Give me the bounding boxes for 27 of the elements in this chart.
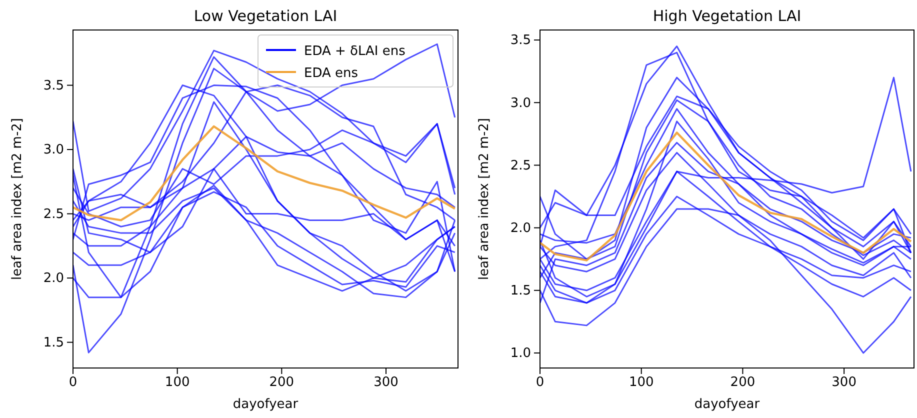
- x-tick-label: 300: [832, 375, 856, 390]
- x-axis-title: dayofyear: [232, 397, 299, 412]
- y-tick-label: 2.5: [43, 206, 64, 222]
- x-tick-label: 0: [536, 375, 544, 390]
- y-tick-label: 2.5: [510, 158, 531, 174]
- y-tick-label: 2.0: [510, 220, 531, 236]
- legend-label: EDA + δLAI ens: [304, 44, 406, 59]
- x-axis-title: dayofyear: [694, 397, 760, 412]
- y-tick-label: 1.5: [510, 284, 531, 299]
- y-axis-title: leaf area index [m2 m-2]: [477, 118, 492, 280]
- chart-title: High Vegetation LAI: [652, 7, 802, 25]
- x-tick-label: 100: [164, 375, 190, 390]
- y-tick-label: 3.5: [510, 33, 531, 48]
- x-tick-label: 0: [68, 375, 78, 390]
- y-tick-label: 3.0: [510, 96, 531, 111]
- y-axis-title: leaf area index [m2 m-2]: [10, 118, 25, 280]
- x-tick-label: 100: [628, 375, 654, 390]
- y-tick-label: 1.5: [43, 335, 64, 350]
- x-tick-label: 300: [374, 375, 398, 390]
- y-tick-label: 2.0: [43, 271, 64, 286]
- legend-label: EDA ens: [304, 66, 358, 81]
- y-tick-label: 1.0: [510, 346, 531, 362]
- chart-title: Low Vegetation LAI: [194, 7, 338, 25]
- x-tick-label: 200: [730, 375, 756, 390]
- y-tick-label: 3.0: [43, 142, 64, 158]
- y-tick-label: 3.5: [43, 78, 64, 94]
- x-tick-label: 200: [269, 375, 294, 390]
